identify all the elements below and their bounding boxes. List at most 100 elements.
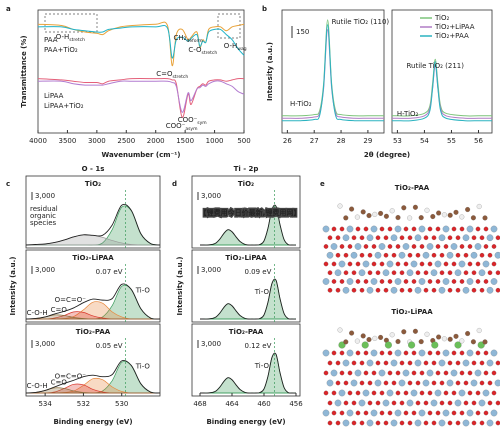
atom: [335, 380, 341, 386]
x-tick-label: 1000: [206, 137, 224, 145]
subplot-title: TiO₂-PAA: [229, 328, 264, 336]
subplot-frame: [191, 249, 301, 323]
atom: [466, 278, 474, 285]
atom: [322, 225, 330, 233]
annotation: O-Hwag: [224, 42, 247, 52]
atom: [339, 410, 345, 416]
atom: [486, 359, 494, 367]
atom: [343, 400, 349, 406]
atom: [371, 244, 377, 249]
atom: [387, 370, 393, 376]
atom: [395, 370, 401, 376]
atom: [458, 389, 466, 397]
atom: [490, 278, 498, 285]
atom: [451, 390, 457, 396]
atom: [424, 331, 430, 337]
atom: [390, 286, 398, 294]
atom: [327, 360, 333, 366]
atom: [367, 380, 373, 386]
atom: [423, 420, 429, 426]
shift-label: 0.09 eV: [244, 268, 271, 276]
annotation-subscript: stretch: [172, 74, 188, 80]
annotation: COO⁻asym: [166, 122, 198, 132]
x-tick-label: 468: [193, 400, 206, 408]
atom: [407, 252, 413, 258]
atom: [358, 399, 366, 407]
atom: [436, 334, 442, 340]
atom: [431, 380, 437, 386]
atom: [331, 390, 337, 396]
atom: [415, 252, 421, 258]
atom: [441, 336, 447, 342]
atom: [331, 226, 337, 232]
atom: [383, 420, 389, 426]
atom: [436, 210, 442, 216]
atom: [395, 244, 401, 249]
scale-label: 3,000: [35, 192, 55, 200]
structure: [322, 327, 500, 427]
x-tick-label: 56: [474, 137, 483, 145]
atom: [367, 400, 373, 406]
atom: [447, 360, 453, 366]
atom: [475, 350, 481, 356]
atom: [407, 215, 413, 221]
atom: [483, 226, 489, 232]
atom: [447, 212, 453, 218]
atom: [390, 359, 398, 367]
atom: [362, 260, 370, 268]
atom: [389, 208, 395, 214]
atom: [366, 359, 374, 367]
series-line: [282, 29, 384, 119]
atom: [442, 409, 450, 417]
atom: [366, 337, 372, 343]
atom: [359, 360, 365, 366]
atom: [334, 269, 342, 277]
atom: [370, 278, 378, 285]
atom: [346, 349, 354, 357]
annotation-text: COO⁻: [166, 122, 186, 130]
atom: [443, 244, 449, 249]
atom: [323, 244, 329, 249]
atom: [491, 261, 497, 267]
atom: [470, 215, 476, 221]
atom: [447, 270, 453, 276]
atom: [439, 380, 445, 386]
atom: [443, 370, 449, 376]
atom: [455, 420, 461, 426]
atom: [459, 370, 465, 376]
atom: [375, 287, 381, 293]
x-tick-label: 3500: [59, 137, 77, 145]
atom: [471, 270, 477, 276]
atom: [382, 269, 390, 277]
atom: [339, 279, 345, 284]
subplot-frame: [25, 323, 161, 397]
atom: [423, 400, 429, 406]
atom: [447, 420, 453, 426]
atom: [447, 235, 453, 241]
atom: [490, 349, 498, 357]
atom: [390, 234, 398, 242]
atom: [375, 270, 381, 276]
atom: [490, 225, 498, 233]
atom: [351, 235, 357, 241]
atom: [482, 389, 490, 397]
atom: [470, 251, 478, 259]
atom: [483, 370, 489, 376]
atom: [383, 235, 389, 241]
atom: [399, 287, 405, 293]
atom: [337, 203, 343, 209]
atom: [399, 360, 405, 366]
atom: [330, 369, 338, 377]
atom: [366, 234, 374, 242]
atom: [442, 349, 450, 357]
atom: [379, 410, 385, 416]
atom: [330, 243, 338, 250]
atom: [362, 389, 370, 397]
x-tick-label: 55: [447, 137, 456, 145]
series-line: [282, 19, 384, 117]
atom: [407, 360, 413, 366]
atom: [486, 234, 494, 242]
atom: [423, 270, 429, 276]
atom: [438, 359, 446, 367]
atom: [410, 389, 418, 397]
